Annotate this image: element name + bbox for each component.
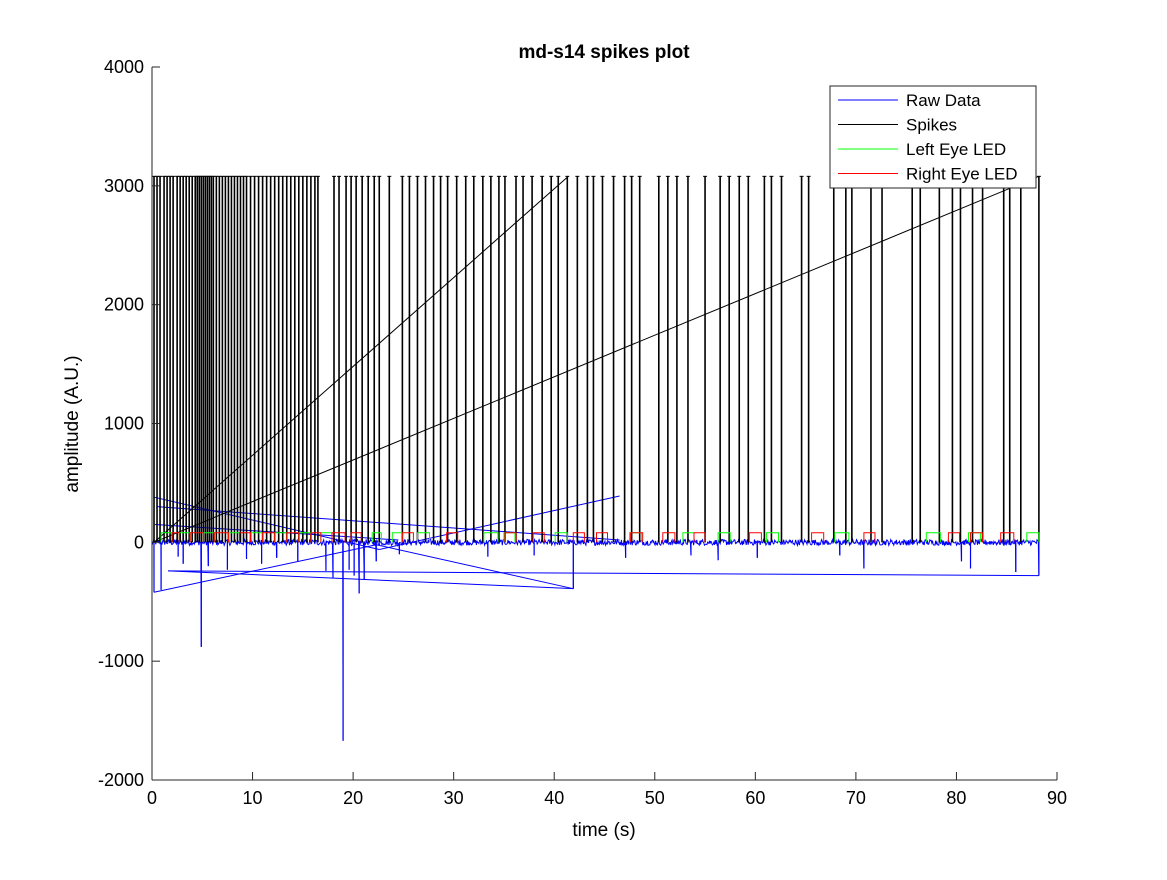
legend: Raw Data Spikes Left Eye LED Right Eye LED <box>829 85 1037 189</box>
spikes-wrap-segment <box>153 175 1040 543</box>
x-tick-label: 80 <box>946 788 966 808</box>
x-tick-label: 0 <box>147 788 157 808</box>
series-spikes <box>152 175 1041 543</box>
led-pulse <box>331 532 346 543</box>
led-pulse <box>693 532 706 543</box>
led-pulse <box>572 532 585 543</box>
led-pulse <box>662 532 676 543</box>
led-pulse <box>834 532 850 543</box>
led-pulse <box>446 532 459 543</box>
led-pulse <box>213 532 229 543</box>
y-axis-label: amplitude (A.U.) <box>62 355 83 492</box>
legend-label: Right Eye LED <box>906 165 1018 184</box>
x-tick-label: 60 <box>745 788 765 808</box>
x-tick-label: 30 <box>444 788 464 808</box>
led-pulse <box>483 532 499 543</box>
led-pulse <box>286 532 300 543</box>
led-pulse <box>717 532 731 543</box>
led-pulse <box>417 532 430 543</box>
led-pulse <box>371 532 382 543</box>
y-tick-label: 3000 <box>104 176 144 196</box>
led-pulse <box>630 532 644 543</box>
x-tick-label: 10 <box>243 788 263 808</box>
led-pulse <box>171 532 180 543</box>
y-tick-label: -2000 <box>98 770 144 790</box>
led-pulse <box>1026 532 1040 543</box>
raw-data-trace <box>152 537 1040 741</box>
x-axis-label: time (s) <box>572 820 635 841</box>
led-pulse <box>863 532 876 543</box>
led-pulse <box>1000 532 1015 543</box>
legend-box <box>829 85 1037 189</box>
axes-layer: 0 10 20 30 40 50 60 70 80 90 -2000 -1000 0 1000 2000 30… <box>98 57 1067 808</box>
led-pulse <box>504 532 517 543</box>
led-pulse <box>262 532 276 543</box>
y-tick-label: -1000 <box>98 651 144 671</box>
raw-data-wrap-segment <box>153 544 377 593</box>
led-pulse <box>970 532 984 543</box>
led-pulse <box>765 532 779 543</box>
led-pulse <box>189 532 204 543</box>
series-layer <box>152 175 1041 741</box>
x-tick-label: 70 <box>846 788 866 808</box>
y-tick-label: 4000 <box>104 57 144 77</box>
led-pulse <box>596 532 608 543</box>
spikes-wrap-segment <box>153 175 569 543</box>
led-pulse <box>401 532 414 543</box>
legend-label: Left Eye LED <box>906 140 1006 159</box>
raw-data-wrap-segment <box>168 570 574 590</box>
led-pulse <box>350 532 362 543</box>
chart-title: md-s14 spikes plot <box>518 42 690 63</box>
legend-label: Spikes <box>906 116 957 135</box>
led-pulse <box>310 532 322 543</box>
x-tick-label: 20 <box>343 788 363 808</box>
led-pulse <box>554 532 568 543</box>
x-tick-label: 40 <box>544 788 564 808</box>
raw-data-wrap-segment <box>376 544 574 590</box>
led-pulse <box>925 532 941 543</box>
led-pulse <box>748 532 762 543</box>
led-pulse <box>947 532 960 543</box>
raw-data-wrap-segment <box>168 570 1039 577</box>
series-right-eye-led <box>171 532 1015 543</box>
x-tick-label: 90 <box>1047 788 1067 808</box>
y-tick-label: 1000 <box>104 414 144 434</box>
led-pulse <box>239 532 251 543</box>
led-pulse <box>811 532 825 543</box>
legend-label: Raw Data <box>906 91 981 110</box>
y-tick-label: 0 <box>134 532 144 552</box>
y-tick-label: 2000 <box>104 295 144 315</box>
x-tick-label: 50 <box>645 788 665 808</box>
led-pulse <box>532 532 545 543</box>
